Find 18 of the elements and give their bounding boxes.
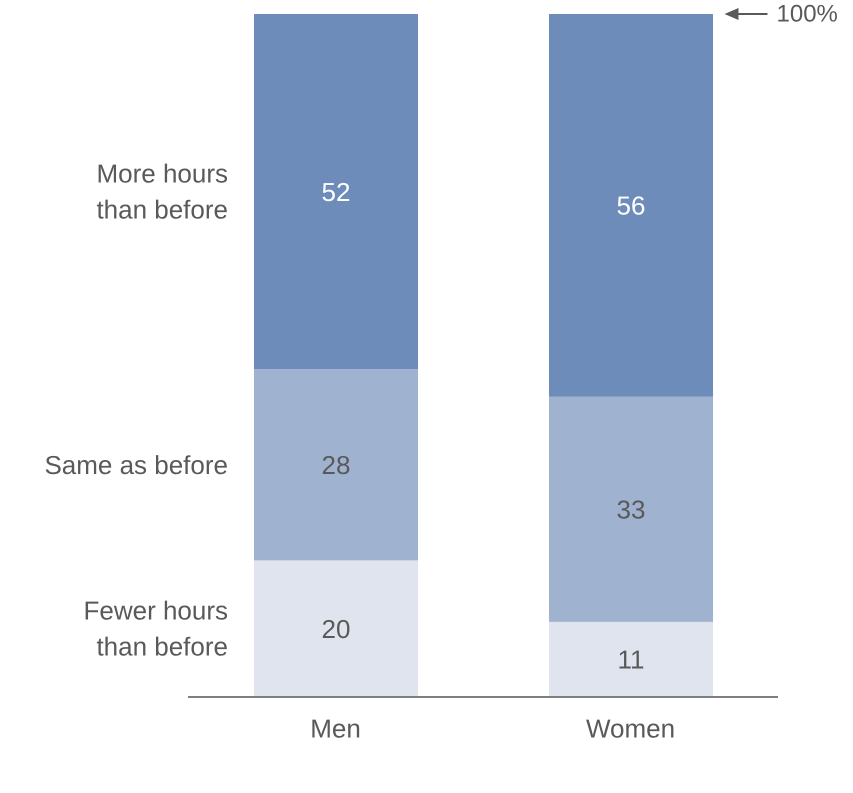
series-label: Fewer hours than before [84,596,228,662]
annotation: 100% [776,0,838,28]
data-label: 20 [322,614,350,644]
bar [549,396,713,622]
data-label: 56 [616,190,646,220]
data-label: 33 [616,494,646,524]
series-label: More hours than before [96,158,228,225]
series-label: Same as before [44,450,228,480]
data-label: 11 [618,644,644,675]
bar [549,622,713,697]
x-tick-label: Women [586,713,676,744]
data-label: 52 [322,176,350,207]
bar [254,369,418,560]
bar [254,560,418,697]
bar [254,14,418,370]
data-label: 28 [322,450,350,480]
bar [549,14,713,396]
x-tick-label: Men [310,713,361,744]
